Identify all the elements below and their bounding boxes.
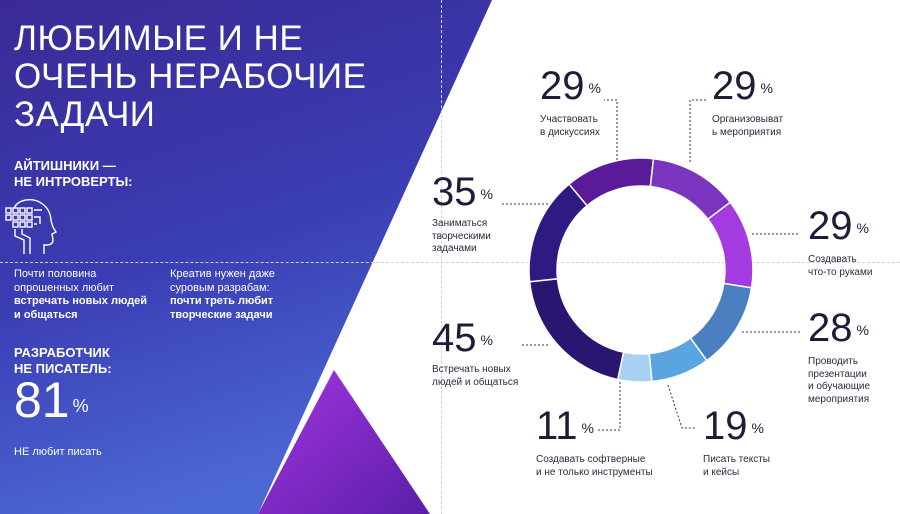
note-networking-text: Почти половина опрошенных любит (14, 268, 115, 294)
data-label-unit: % (856, 322, 869, 338)
data-label-number: 35 (432, 170, 477, 214)
category-label-8: Заниматься творческими задачами (432, 218, 491, 254)
data-label-unit: % (480, 332, 493, 348)
data-label-unit: % (751, 420, 764, 436)
data-label-unit: % (856, 220, 869, 236)
data-label-number: 19 (703, 404, 748, 448)
donut-segment-8 (528, 183, 589, 283)
guide-vertical (441, 0, 442, 514)
data-label-value-4: 28% (808, 308, 869, 348)
data-label-unit: % (760, 80, 773, 96)
note-creative-bold: почти треть любит творческие задачи (170, 295, 274, 321)
data-label-unit: % (581, 420, 594, 436)
section-title-introverts: АЙТИШНИКИ — НЕ ИНТРОВЕРТЫ: (14, 158, 133, 189)
category-label-6: Создавать софтверные и не только инструм… (536, 454, 653, 478)
note-creative: Креатив нужен даже суровым разрабам: поч… (170, 268, 285, 322)
donut-segment-3 (706, 201, 754, 289)
section-title-writer: РАЗРАБОТЧИК НЕ ПИСАТЕЛЬ: (14, 345, 112, 376)
donut-segment-4 (689, 282, 753, 362)
data-label-number: 28 (808, 306, 853, 350)
donut-segment-7 (528, 277, 625, 381)
page-title: ЛЮБИМЫЕ И НЕ ОЧЕНЬ НЕРАБОЧИЕ ЗАДАЧИ (14, 19, 367, 134)
data-label-value-5: 19% (703, 406, 764, 446)
accent-triangle (258, 370, 430, 514)
note-creative-text: Креатив нужен даже суровым разрабам: (170, 268, 275, 294)
category-label-7: Встречать новых людей и общаться (432, 364, 519, 388)
guide-horizontal (0, 262, 900, 263)
big-stat-unit: % (72, 396, 89, 416)
leader-line-5 (667, 384, 696, 429)
head-circuit-icon (5, 199, 58, 254)
leader-line-2 (689, 99, 708, 162)
category-label-1: Участвовать в дискуссиях (540, 114, 600, 138)
data-label-unit: % (480, 186, 493, 202)
data-label-number: 45 (432, 316, 477, 360)
category-label-5: Писать тексты и кейсы (703, 454, 770, 478)
data-label-value-8: 35% (432, 172, 493, 212)
note-networking-bold: встречать новых людей и общаться (14, 295, 148, 321)
data-label-value-3: 29% (808, 206, 869, 246)
donut-segment-2 (649, 157, 732, 221)
category-label-4: Проводить презентации и обучающие меропр… (808, 356, 871, 405)
data-label-number: 29 (540, 64, 585, 108)
data-label-value-2: 29% (712, 66, 773, 106)
data-label-unit: % (588, 80, 601, 96)
note-networking: Почти половина опрошенных любит встречат… (14, 268, 154, 322)
data-label-number: 11 (536, 404, 578, 448)
leader-line-6 (596, 382, 621, 431)
big-stat: 81% (14, 375, 89, 425)
data-label-value-1: 29% (540, 66, 601, 106)
donut-segments (528, 157, 754, 383)
big-stat-value: 81 (14, 372, 70, 428)
data-label-value-6: 11% (536, 406, 594, 446)
category-label-3: Создавать что-то руками (808, 254, 873, 278)
big-stat-caption: НЕ любит писать (14, 446, 102, 458)
left-panel-shape (0, 0, 492, 514)
data-label-number: 29 (808, 204, 853, 248)
category-label-2: Организовыват ь мероприятия (712, 114, 784, 138)
data-label-value-7: 45% (432, 318, 493, 358)
leader-line-1 (604, 99, 618, 160)
data-label-number: 29 (712, 64, 757, 108)
leader-lines (500, 99, 800, 431)
